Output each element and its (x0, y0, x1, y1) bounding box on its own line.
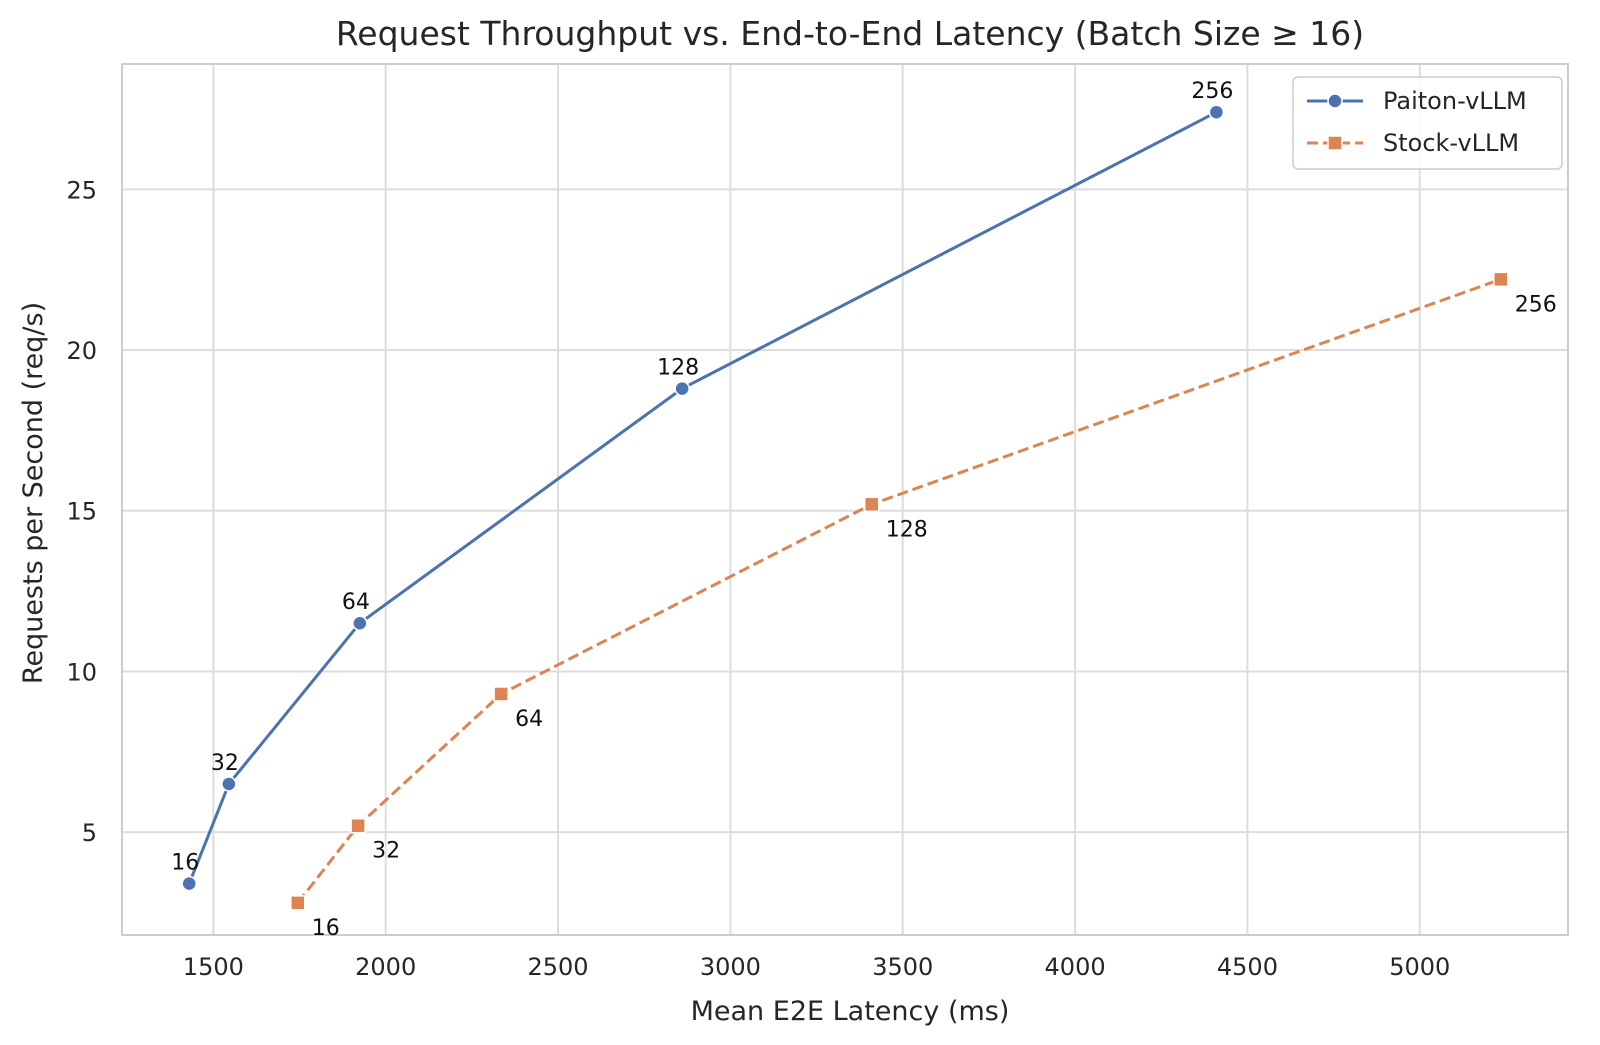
chart-title: Request Throughput vs. End-to-End Latenc… (336, 14, 1364, 53)
series-stock-vllm: 16 32 64 128 256 (290, 271, 1557, 941)
data-label: 32 (211, 751, 239, 776)
data-label: 16 (312, 916, 340, 941)
data-label: 256 (1515, 292, 1557, 317)
x-tick-label: 4000 (1045, 953, 1106, 981)
series-paiton-vllm: 16 32 64 128 256 (171, 79, 1233, 892)
data-point (290, 895, 306, 911)
y-tick-label: 10 (66, 658, 97, 686)
data-point (674, 380, 690, 397)
legend: Paiton-vLLM Stock-vLLM (1292, 76, 1563, 170)
x-tick-label: 4500 (1217, 953, 1278, 981)
data-label: 16 (171, 851, 199, 876)
data-point (1208, 104, 1225, 120)
x-tick-labels: 1500 2000 2500 3000 3500 4000 4500 5000 (183, 953, 1451, 981)
data-label: 128 (657, 356, 699, 381)
x-tick-label: 1500 (183, 953, 244, 981)
y-tick-label: 5 (82, 819, 97, 847)
x-axis-label: Mean E2E Latency (ms) (691, 996, 1010, 1027)
x-tick-label: 3500 (872, 953, 933, 981)
data-label: 64 (342, 590, 370, 615)
series-layer: 16 32 64 128 256 16 32 64 128 256 (171, 79, 1557, 941)
data-point (350, 817, 366, 834)
data-label: 32 (372, 839, 400, 864)
y-tick-label: 25 (66, 176, 97, 204)
y-tick-label: 15 (66, 498, 97, 526)
data-point (221, 776, 237, 792)
x-tick-label: 2500 (528, 953, 589, 981)
legend-marker (1327, 93, 1343, 109)
data-point (863, 496, 880, 513)
x-tick-label: 2000 (355, 953, 416, 981)
legend-label: Stock-vLLM (1383, 129, 1519, 157)
data-label: 256 (1191, 79, 1233, 104)
x-tick-label: 3000 (700, 953, 761, 981)
data-point (352, 615, 368, 631)
y-axis-label: Requests per Second (req/s) (18, 302, 49, 684)
legend-item: Paiton-vLLM (1307, 87, 1527, 115)
legend-marker (1327, 135, 1343, 151)
y-tick-labels: 5 10 15 20 25 (66, 176, 97, 847)
data-point (1493, 271, 1509, 288)
plot-frame (121, 63, 1569, 936)
data-label: 128 (886, 517, 928, 542)
y-tick-label: 20 (66, 337, 97, 365)
legend-item: Stock-vLLM (1307, 129, 1519, 157)
data-point (493, 686, 509, 702)
x-tick-label: 5000 (1389, 953, 1450, 981)
data-point (181, 875, 197, 892)
data-label: 64 (515, 707, 543, 732)
legend-label: Paiton-vLLM (1383, 87, 1527, 115)
